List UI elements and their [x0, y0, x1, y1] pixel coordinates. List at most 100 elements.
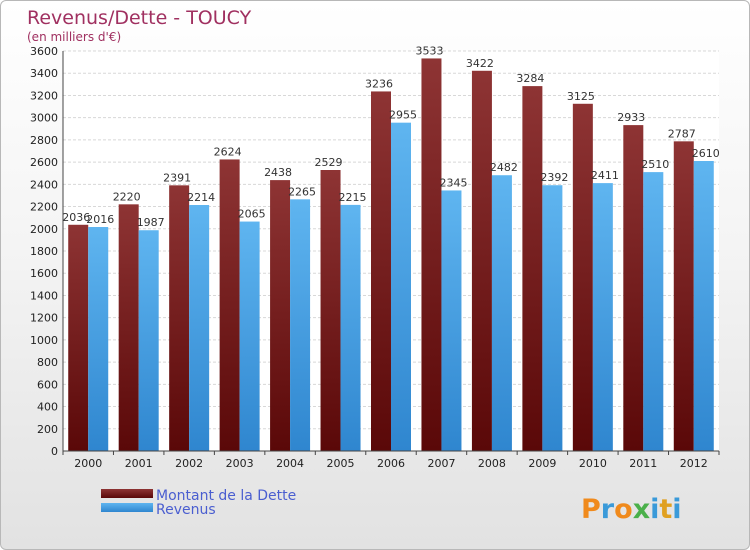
data-label: 2220 — [113, 190, 141, 203]
bar-dette-2005 — [320, 170, 341, 451]
data-label: 2215 — [339, 191, 367, 204]
bar-revenus-2010 — [592, 183, 613, 451]
data-label: 2214 — [187, 191, 215, 204]
y-tick-label: 3600 — [30, 45, 58, 58]
x-tick-label: 2005 — [327, 457, 355, 470]
data-label: 2787 — [668, 127, 696, 140]
bar-dette-2009 — [522, 86, 543, 451]
chart-title: Revenus/Dette - TOUCY — [27, 7, 252, 29]
bar-dette-2002 — [169, 185, 190, 452]
data-label: 2411 — [591, 169, 619, 182]
bar-dette-2006 — [371, 91, 391, 451]
logo-letter: t — [659, 494, 672, 525]
x-tick-label: 2004 — [276, 457, 304, 470]
proxiti-logo: Proxiti — [581, 494, 682, 525]
bar-dette-2011 — [623, 125, 644, 451]
logo-letter: r — [601, 494, 615, 525]
y-tick-label: 800 — [37, 356, 58, 369]
data-label: 2482 — [490, 161, 518, 174]
y-tick-label: 3200 — [30, 89, 58, 102]
x-tick-label: 2009 — [528, 457, 556, 470]
data-label: 2065 — [238, 208, 266, 221]
bar-revenus-2002 — [189, 205, 210, 451]
y-tick-label: 2400 — [30, 178, 58, 191]
bar-dette-2003 — [219, 159, 240, 451]
bar-revenus-2001 — [138, 230, 159, 451]
data-label: 2624 — [214, 145, 242, 158]
y-tick-label: 200 — [37, 423, 58, 436]
data-label: 2016 — [86, 213, 114, 226]
data-label: 2345 — [439, 176, 467, 189]
bar-dette-2000 — [68, 224, 89, 451]
data-label: 2955 — [389, 109, 417, 122]
bar-dette-2010 — [572, 103, 593, 452]
data-label: 3533 — [415, 44, 443, 57]
data-label: 3422 — [466, 57, 494, 70]
bar-revenus-2006 — [391, 122, 411, 452]
bar-revenus-2003 — [239, 221, 260, 451]
y-tick-label: 1800 — [30, 245, 58, 258]
bar-dette-2001 — [118, 204, 139, 451]
data-label: 2529 — [315, 156, 343, 169]
data-label: 2510 — [641, 158, 669, 171]
x-tick-label: 2011 — [629, 457, 657, 470]
bar-revenus-2000 — [88, 227, 109, 451]
x-tick-label: 2003 — [226, 457, 254, 470]
data-label: 3125 — [567, 90, 595, 103]
x-tick-label: 2012 — [680, 457, 708, 470]
legend-swatch — [101, 489, 153, 498]
y-tick-label: 2800 — [30, 134, 58, 147]
legend-swatch — [101, 503, 153, 512]
bar-dette-2007 — [421, 58, 442, 451]
y-tick-label: 3400 — [30, 67, 58, 80]
x-tick-label: 2010 — [579, 457, 607, 470]
legend-label: Montant de la Dette — [156, 488, 296, 504]
bar-revenus-2008 — [491, 175, 512, 451]
legend-label: Revenus — [156, 502, 216, 518]
data-label: 3236 — [365, 77, 393, 90]
x-tick-label: 2008 — [478, 457, 506, 470]
x-tick-label: 2007 — [427, 457, 455, 470]
y-tick-label: 0 — [51, 445, 58, 458]
logo-letter: x — [633, 494, 650, 525]
y-tick-label: 1400 — [30, 289, 58, 302]
bar-revenus-2009 — [542, 185, 563, 451]
bar-dette-2004 — [270, 180, 291, 451]
y-tick-label: 400 — [37, 401, 58, 414]
data-label: 2610 — [692, 147, 720, 160]
logo-letter: P — [581, 494, 601, 525]
bar-revenus-2011 — [643, 172, 664, 451]
logo-letter: i — [672, 494, 681, 525]
bar-dette-2012 — [673, 141, 694, 452]
bar-revenus-2005 — [340, 204, 361, 451]
y-tick-label: 600 — [37, 378, 58, 391]
data-label: 2438 — [264, 166, 292, 179]
y-tick-label: 1200 — [30, 312, 58, 325]
chart-subtitle: (en milliers d'€) — [27, 30, 121, 44]
bar-dette-2008 — [471, 70, 492, 452]
data-label: 2265 — [288, 185, 316, 198]
bar-revenus-2007 — [441, 190, 462, 451]
x-tick-label: 2006 — [377, 457, 405, 470]
y-tick-label: 3000 — [30, 112, 58, 125]
logo-text: Proxiti — [581, 494, 682, 525]
data-label: 2036 — [62, 211, 90, 224]
data-label: 1987 — [137, 216, 165, 229]
bar-revenus-2012 — [693, 161, 714, 451]
x-tick-label: 2002 — [175, 457, 203, 470]
axes: 0 200 400 600 800 1000 1200 1400 1600 1800 2000 220… — [30, 45, 720, 470]
y-tick-label: 2000 — [30, 223, 58, 236]
data-label: 2933 — [617, 111, 645, 124]
data-label: 3284 — [516, 72, 544, 85]
data-label: 2392 — [540, 171, 568, 184]
y-tick-label: 2600 — [30, 156, 58, 169]
bar-revenus-2004 — [290, 199, 311, 451]
y-tick-label: 1600 — [30, 267, 58, 280]
logo-letter: o — [614, 494, 633, 525]
y-tick-label: 2200 — [30, 201, 58, 214]
x-tick-label: 2001 — [125, 457, 153, 470]
